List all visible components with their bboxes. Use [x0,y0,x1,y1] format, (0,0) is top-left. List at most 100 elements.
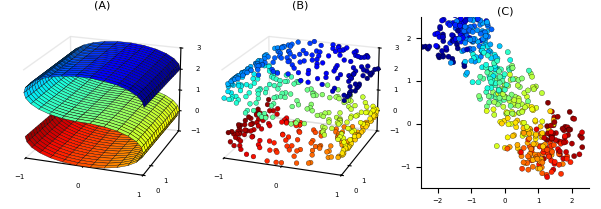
Point [466,38,475,42]
Point [549,124,558,127]
Point [474,11,484,15]
Point [543,101,553,104]
Point [508,134,517,138]
Point [537,172,547,175]
Point [483,54,492,57]
Point [490,101,499,104]
Point [452,43,462,46]
Point [513,143,522,147]
Point [480,37,489,40]
Point [523,128,532,131]
Point [548,150,557,153]
Point [481,33,490,37]
Point [491,82,501,85]
Point [463,17,472,20]
Point [537,120,547,123]
Point [542,125,552,128]
Point [444,55,453,58]
Point [523,89,532,92]
Point [513,147,523,150]
Point [539,147,549,150]
Point [483,22,492,25]
Point [504,123,513,126]
Point [498,75,508,78]
Point [538,152,548,155]
Point [535,167,545,170]
Point [504,67,514,70]
Point [485,77,495,80]
Point [514,97,523,100]
Point [484,49,494,52]
Point [505,145,514,149]
Point [456,26,465,29]
Point [437,19,447,22]
Point [476,39,486,42]
Point [477,12,486,16]
Point [495,101,504,104]
Point [460,60,470,63]
Point [535,145,545,148]
Point [466,49,476,52]
Point [513,104,523,107]
Point [468,30,478,33]
Point [498,92,508,96]
Point [505,58,515,62]
Point [531,85,541,88]
Point [475,23,485,27]
Point [522,104,532,107]
Point [477,49,486,52]
Point [563,126,572,129]
Point [442,48,451,52]
Point [489,113,499,116]
Point [517,134,527,138]
Point [445,24,454,27]
Point [510,98,519,102]
Point [569,154,579,158]
Point [526,72,535,75]
Point [523,155,532,158]
Point [514,111,524,115]
Point [468,80,477,84]
Point [492,99,502,102]
Point [538,133,548,136]
Title: (C): (C) [496,7,513,17]
Point [500,88,510,92]
Point [537,144,547,148]
Point [490,79,500,82]
Point [540,136,549,139]
Point [523,129,532,132]
Point [452,10,462,13]
Point [461,32,471,36]
Point [457,29,466,32]
Point [448,21,458,25]
Point [526,147,536,151]
Point [479,31,489,34]
Point [481,34,490,38]
Point [517,167,527,170]
Point [452,19,462,23]
Title: (B): (B) [292,0,309,10]
Point [450,5,459,9]
Point [559,129,569,132]
Point [536,132,546,135]
Point [546,134,556,137]
Point [496,68,505,71]
Point [482,109,492,113]
Point [472,29,482,32]
Point [456,17,466,20]
Point [441,46,451,49]
Point [554,152,564,156]
Point [470,37,480,41]
Point [492,144,502,148]
Point [486,43,495,46]
Point [560,134,570,138]
Point [445,21,454,25]
Point [567,142,577,145]
Point [564,128,573,131]
Point [462,48,472,51]
Point [456,8,465,11]
Point [432,44,441,47]
Point [499,88,509,91]
Point [531,120,540,123]
Point [493,57,502,60]
